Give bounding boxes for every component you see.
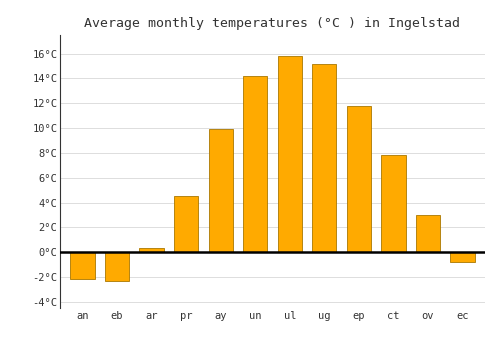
Title: Average monthly temperatures (°C ) in Ingelstad: Average monthly temperatures (°C ) in In… — [84, 17, 460, 30]
Bar — [312, 64, 336, 252]
Bar — [140, 248, 164, 252]
Bar — [70, 252, 94, 279]
Bar — [174, 196, 198, 252]
Bar — [278, 56, 302, 252]
Bar — [347, 106, 371, 252]
Bar — [382, 155, 406, 252]
Bar — [243, 76, 268, 252]
Bar — [416, 215, 440, 252]
Bar — [208, 129, 233, 252]
Bar — [105, 252, 129, 281]
Bar — [450, 252, 474, 262]
